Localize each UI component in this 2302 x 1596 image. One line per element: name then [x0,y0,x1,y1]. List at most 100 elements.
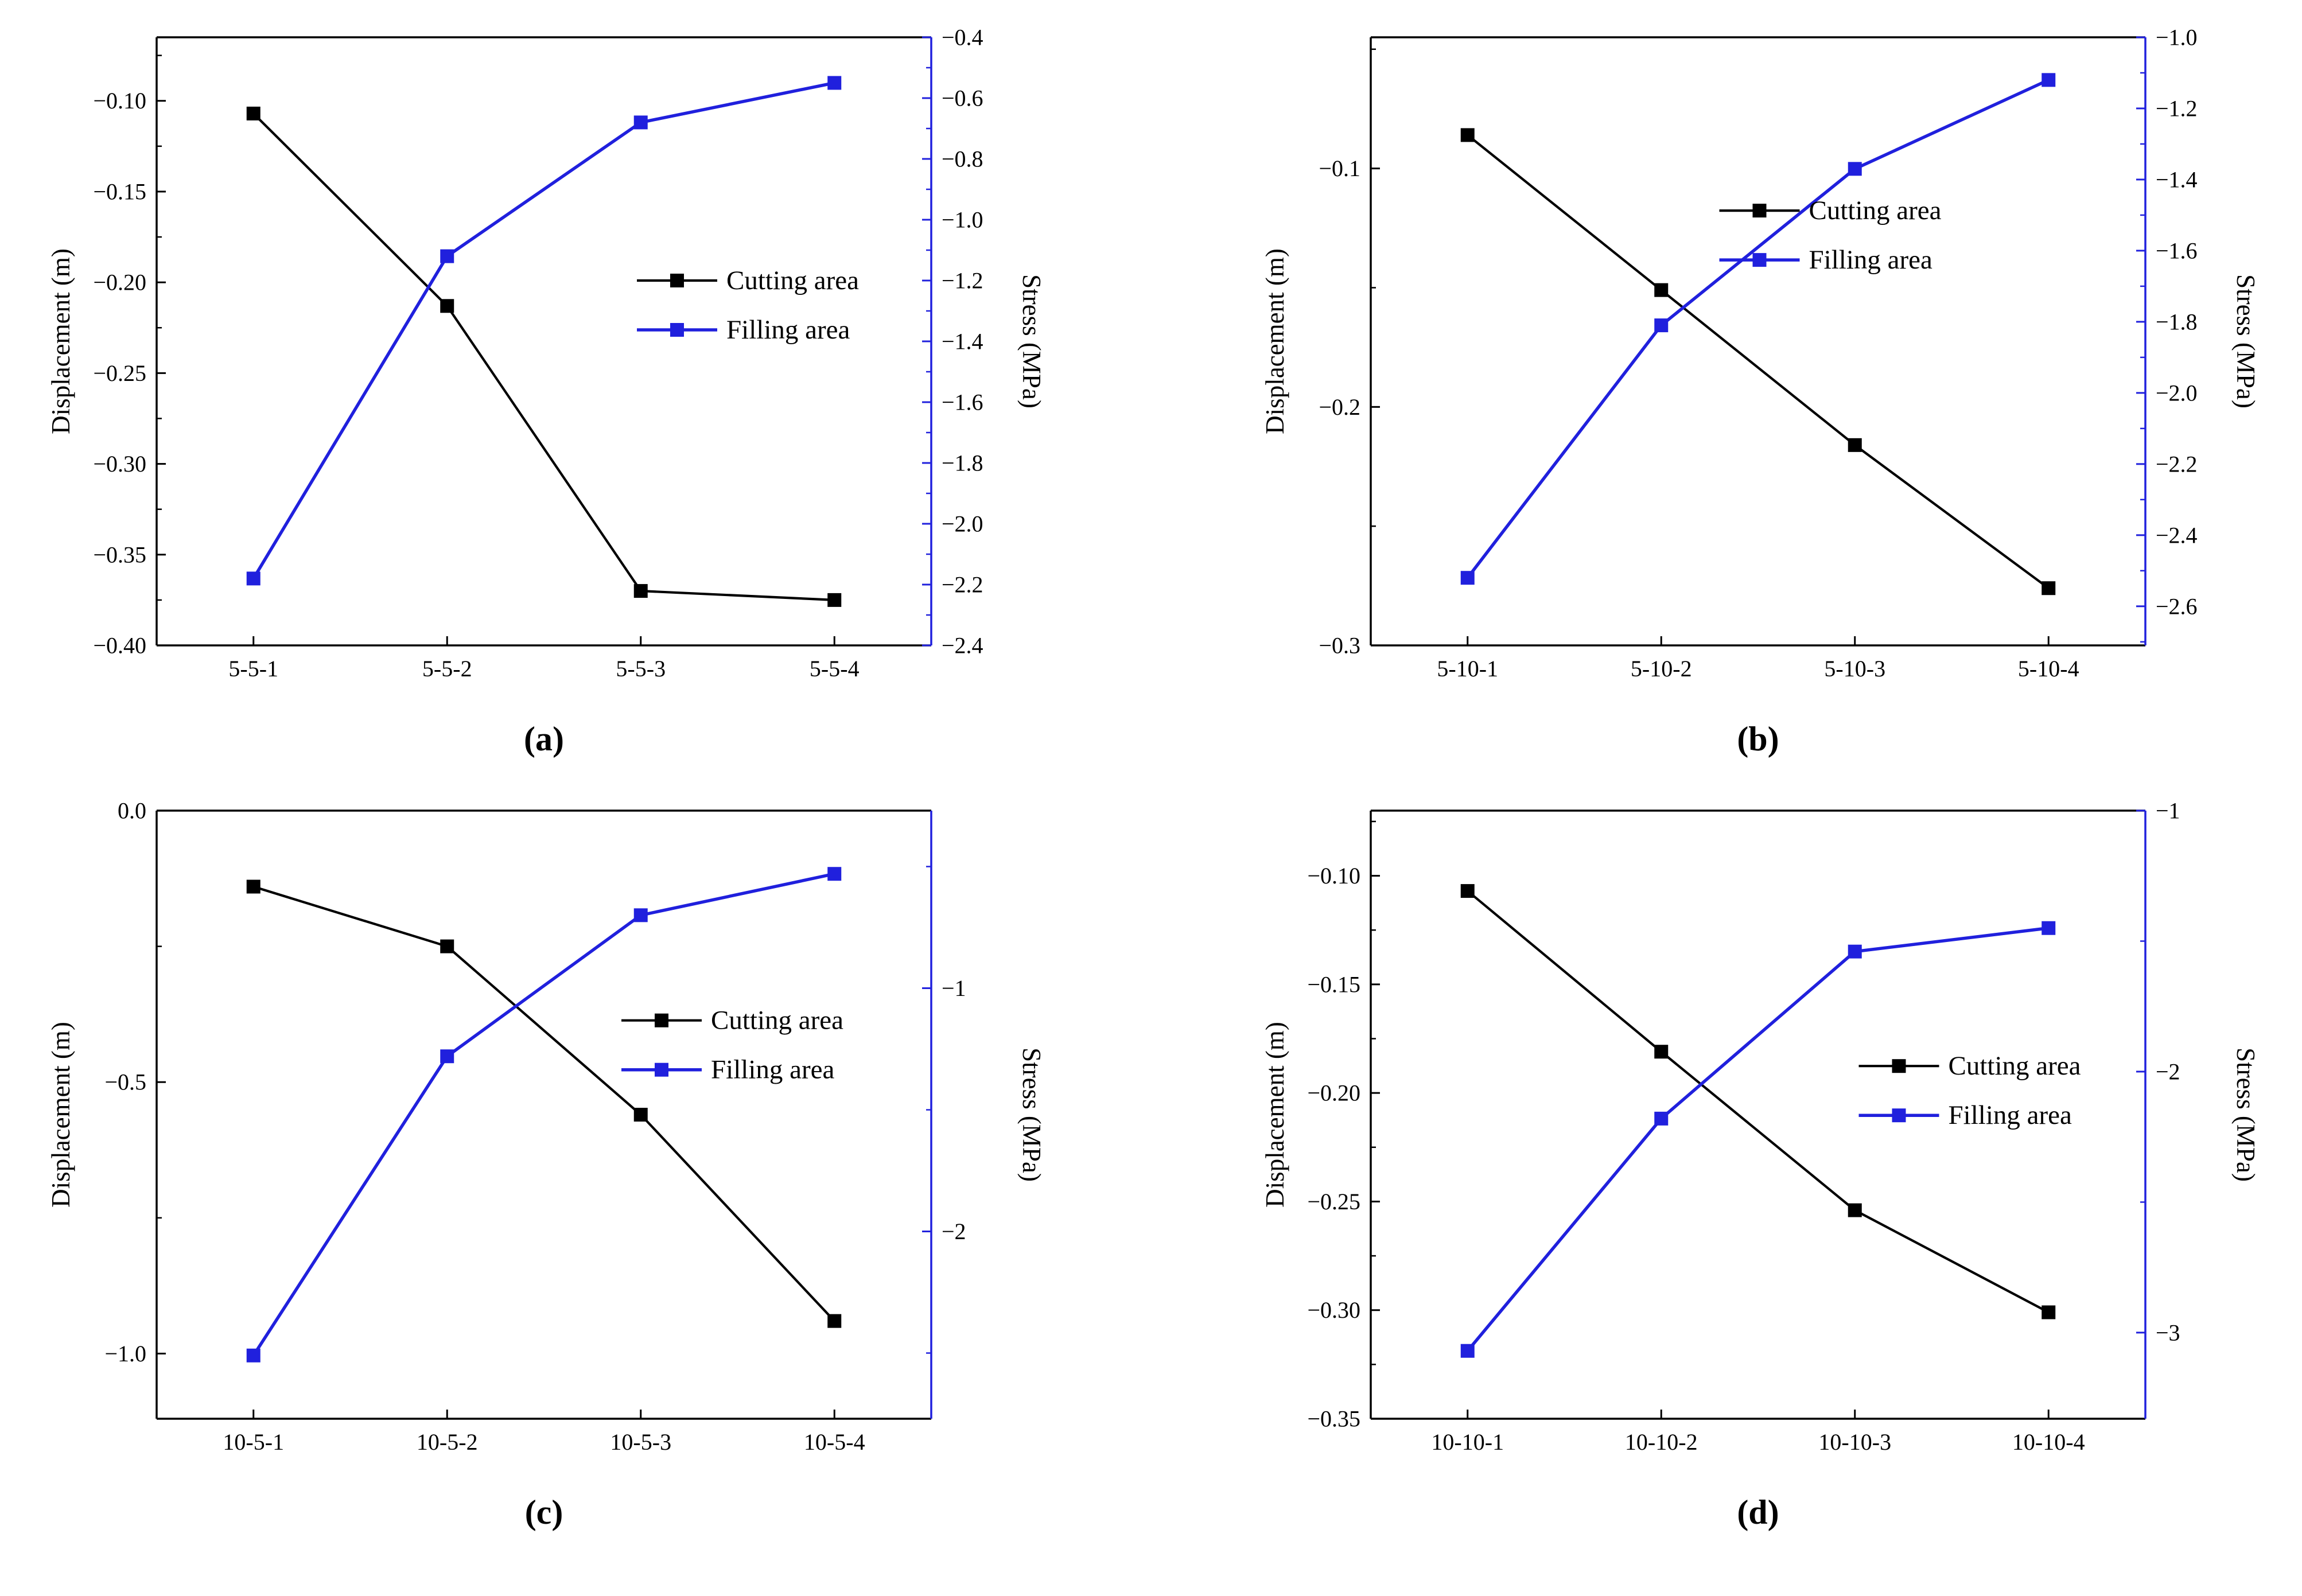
svg-text:5-5-3: 5-5-3 [616,656,666,682]
panel-label-d: (d) [1737,1493,1779,1531]
svg-text:5-10-2: 5-10-2 [1631,656,1692,682]
svg-text:−0.25: −0.25 [1307,1189,1360,1214]
svg-text:0.0: 0.0 [118,798,146,824]
svg-text:−0.15: −0.15 [93,178,146,204]
svg-text:−0.3: −0.3 [1319,633,1360,659]
legend-item-cutting-area: Cutting area [637,266,859,295]
svg-text:Cutting area: Cutting area [726,266,859,295]
svg-text:Filling area: Filling area [726,315,850,345]
svg-text:−3: −3 [2156,1319,2180,1345]
svg-text:5-5-4: 5-5-4 [810,656,860,682]
panel-c: 0.0 −0.5 −1.0 −1 −2 10-5-1 10-5-2 10-5-3 10-5-4 D… [23,791,1065,1532]
series-cutting-area [246,106,842,607]
svg-text:−0.8: −0.8 [942,146,983,172]
svg-text:−1: −1 [2156,798,2180,824]
svg-text:−0.1: −0.1 [1319,155,1360,181]
chart-c-displacement-stress: 0.0 −0.5 −1.0 −1 −2 10-5-1 10-5-2 10-5-3 10-5-4 D… [46,798,1046,1455]
legend-item-cutting-area: Cutting area [1858,1051,2081,1081]
svg-text:−1.6: −1.6 [2156,238,2198,263]
svg-text:10-10-2: 10-10-2 [1625,1429,1698,1455]
svg-text:−1.8: −1.8 [2156,309,2198,334]
svg-text:Displacement (m): Displacement (m) [1261,248,1289,434]
svg-text:−0.40: −0.40 [93,633,146,659]
figure-grid: −0.10 −0.15 −0.20 −0.25 −0.30 −0.35 −0.40 −0.4 −… [23,17,2279,1532]
svg-text:−2.0: −2.0 [2156,380,2198,406]
svg-text:−2.0: −2.0 [942,511,983,537]
svg-text:Displacement (m): Displacement (m) [46,248,75,434]
svg-text:5-5-1: 5-5-1 [228,656,278,682]
svg-text:−1.6: −1.6 [942,390,983,415]
chart-d-displacement-stress: −0.10 −0.15 −0.20 −0.25 −0.30 −0.35 −1 −2 −3 10-1… [1261,798,2260,1455]
svg-text:Filling area: Filling area [1809,245,1932,275]
svg-text:Stress (MPa): Stress (MPa) [1017,274,1046,408]
svg-text:−2.2: −2.2 [942,572,983,598]
svg-text:−0.4: −0.4 [942,25,983,50]
svg-text:10-5-1: 10-5-1 [223,1429,284,1455]
svg-text:Cutting area: Cutting area [1809,196,1942,225]
svg-text:5-5-2: 5-5-2 [422,656,472,682]
chart-a-displacement-stress: −0.10 −0.15 −0.20 −0.25 −0.30 −0.35 −0.40 −0.4 −… [46,25,1046,682]
legend-item-cutting-area: Cutting area [1719,196,1942,225]
svg-text:−1.2: −1.2 [942,268,983,294]
legend-item-cutting-area: Cutting area [621,1006,843,1036]
svg-text:−0.30: −0.30 [1307,1297,1360,1323]
svg-text:5-10-3: 5-10-3 [1824,656,1885,682]
svg-text:−2.4: −2.4 [2156,522,2198,548]
svg-text:10-10-4: 10-10-4 [2012,1429,2085,1455]
svg-text:−0.5: −0.5 [104,1069,146,1095]
svg-text:−2.2: −2.2 [2156,451,2198,477]
svg-text:Cutting area: Cutting area [1949,1051,2081,1081]
legend-item-filling-area: Filling area [1719,245,1932,275]
svg-text:−1: −1 [942,975,966,1001]
panel-label-c: (c) [524,1493,563,1531]
series-filling-area [1460,921,2056,1358]
svg-text:−0.35: −0.35 [93,542,146,567]
series-filling-area [246,76,842,586]
series-filling-area [1460,73,2056,585]
svg-text:Stress (MPa): Stress (MPa) [2231,274,2260,408]
svg-text:5-10-1: 5-10-1 [1437,656,1498,682]
series-cutting-area [246,879,842,1328]
svg-text:10-10-1: 10-10-1 [1431,1429,1504,1455]
panel-label-a: (a) [524,720,564,758]
svg-text:Stress (MPa): Stress (MPa) [2231,1048,2260,1182]
svg-text:Filling area: Filling area [711,1055,834,1085]
series-cutting-area [1460,884,2056,1319]
svg-text:−0.30: −0.30 [93,451,146,477]
svg-text:10-10-3: 10-10-3 [1818,1429,1891,1455]
svg-text:−2: −2 [2156,1058,2180,1084]
svg-text:−0.20: −0.20 [93,270,146,295]
chart-b-displacement-stress: −0.1 −0.2 −0.3 −1.0 −1.2 −1.4 −1.6 −1.8 −2.0 −2.2… [1261,25,2260,682]
legend-item-filling-area: Filling area [1858,1100,2072,1130]
svg-text:Displacement (m): Displacement (m) [46,1022,75,1208]
svg-text:−1.0: −1.0 [104,1341,146,1367]
panel-label-b: (b) [1737,720,1779,758]
svg-text:Filling area: Filling area [1949,1100,2072,1130]
svg-text:−0.6: −0.6 [942,85,983,111]
panel-b: −0.1 −0.2 −0.3 −1.0 −1.2 −1.4 −1.6 −1.8 −2.0 −2.2… [1237,17,2279,759]
svg-text:−0.2: −0.2 [1319,394,1360,420]
svg-text:−2: −2 [942,1219,966,1244]
svg-text:−2.4: −2.4 [942,633,983,659]
svg-text:5-10-4: 5-10-4 [2018,656,2079,682]
panel-d: −0.10 −0.15 −0.20 −0.25 −0.30 −0.35 −1 −2 −3 10-1… [1237,791,2279,1532]
legend-item-filling-area: Filling area [637,315,850,345]
svg-text:−1.4: −1.4 [2156,166,2198,192]
svg-text:−0.20: −0.20 [1307,1080,1360,1106]
svg-text:−1.0: −1.0 [2156,25,2198,50]
svg-text:10-5-3: 10-5-3 [610,1429,671,1455]
svg-text:−2.6: −2.6 [2156,593,2198,619]
svg-text:−1.0: −1.0 [942,207,983,233]
svg-text:10-5-2: 10-5-2 [417,1429,478,1455]
svg-text:10-5-4: 10-5-4 [804,1429,865,1455]
svg-text:Stress (MPa): Stress (MPa) [1017,1048,1046,1182]
svg-text:−1.2: −1.2 [2156,95,2198,121]
svg-text:Displacement (m): Displacement (m) [1261,1022,1289,1208]
svg-text:−0.15: −0.15 [1307,971,1360,997]
series-cutting-area [1460,128,2056,595]
svg-text:−1.8: −1.8 [942,450,983,476]
svg-text:−1.4: −1.4 [942,329,983,355]
svg-text:−0.10: −0.10 [1307,863,1360,889]
legend-item-filling-area: Filling area [621,1055,834,1085]
svg-text:−0.25: −0.25 [93,360,146,386]
